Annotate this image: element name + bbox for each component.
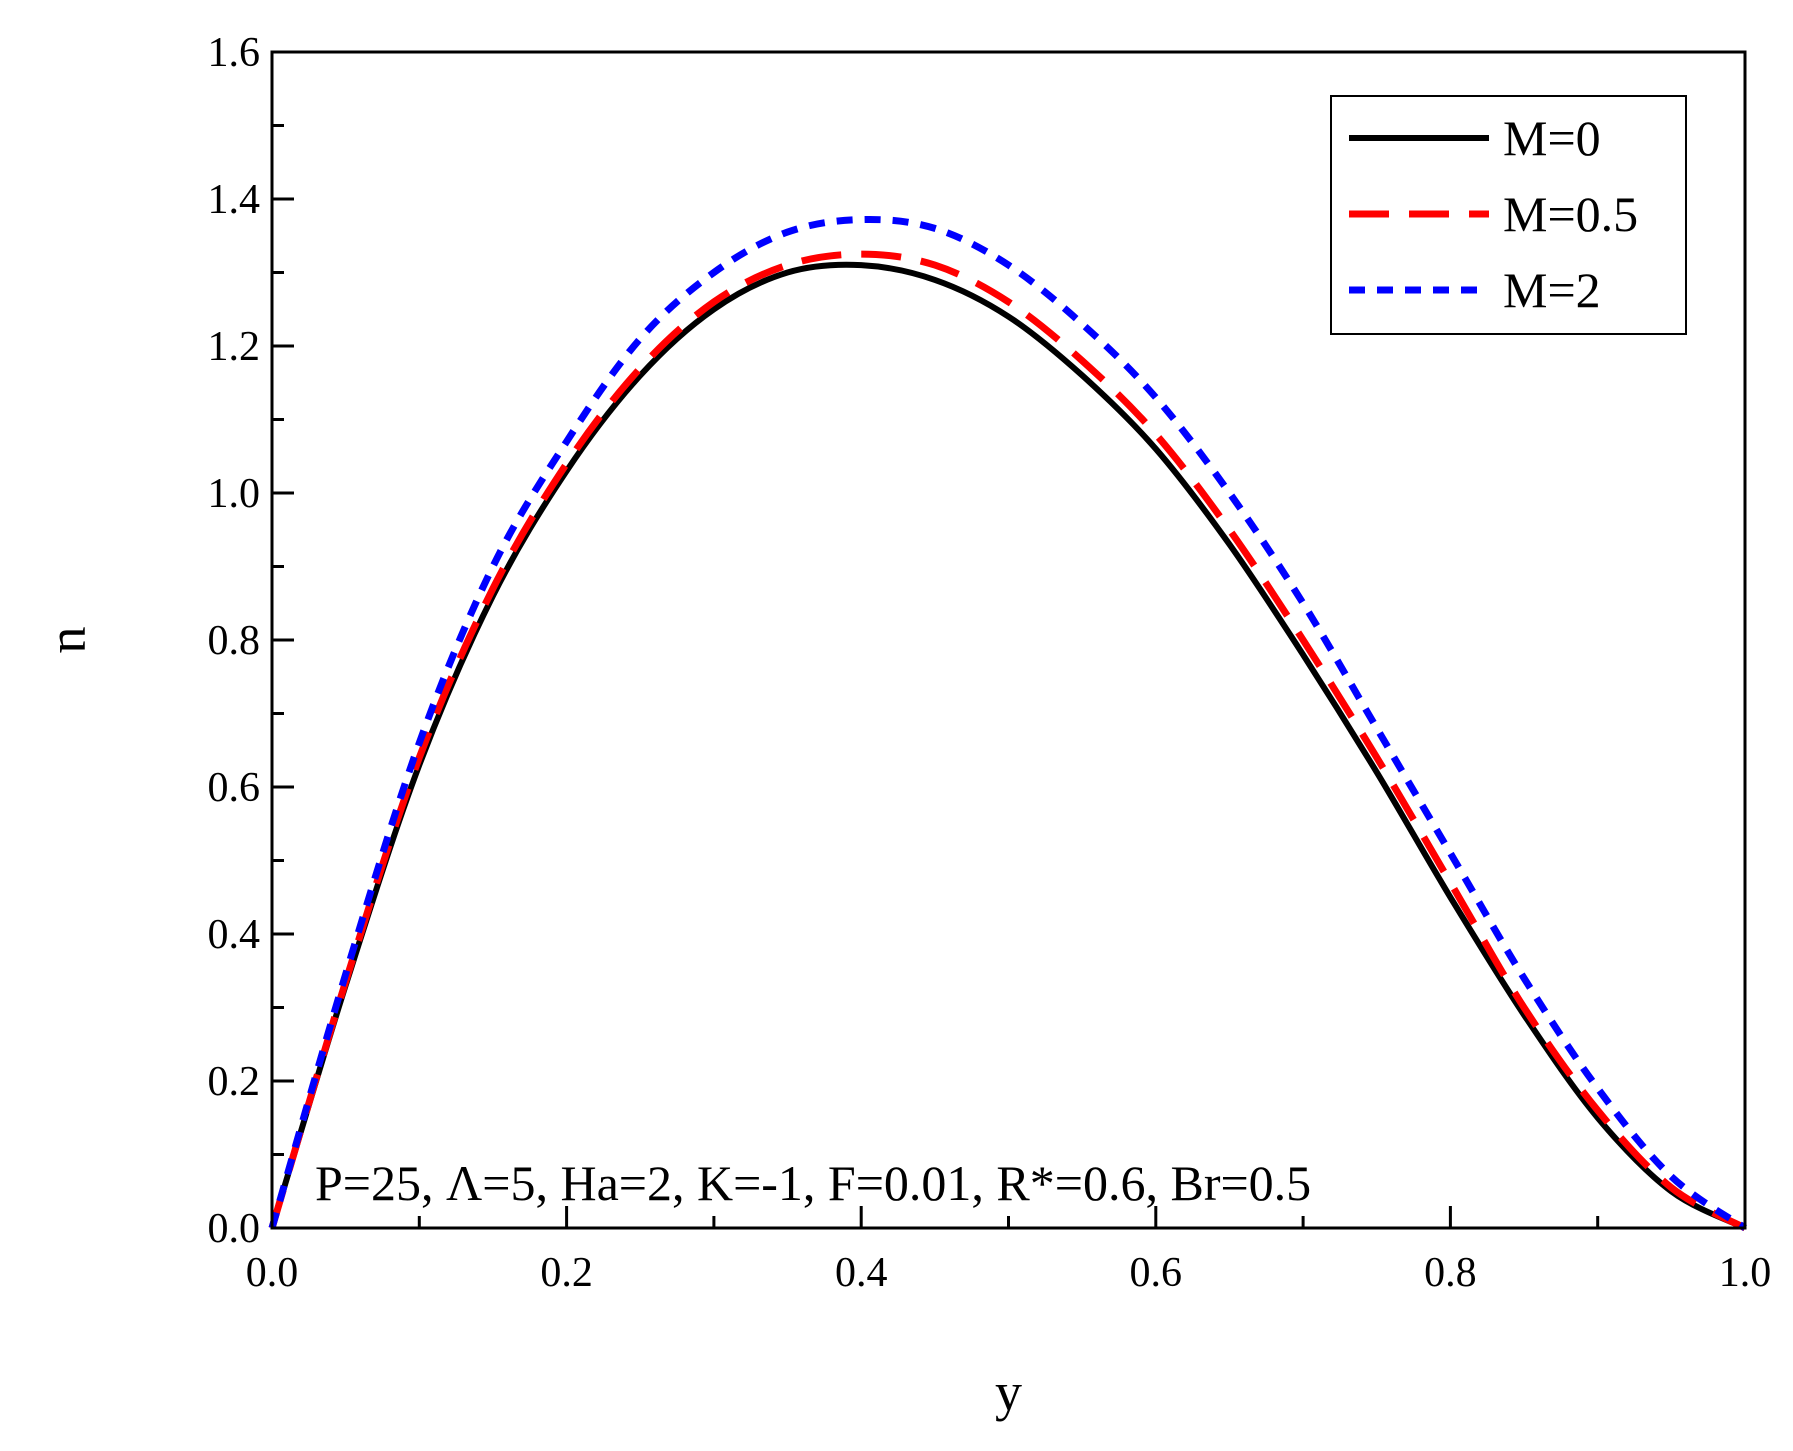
series-line-m-2 (268, 215, 1748, 1231)
y-tick-label: 0.2 (208, 1059, 261, 1105)
y-tick-label: 0.6 (208, 765, 261, 811)
x-tick-label: 0.0 (246, 1250, 299, 1296)
y-tick-label: 0.8 (208, 618, 261, 664)
y-tick-label: 1.2 (208, 324, 261, 370)
y-tick-label: 0.4 (208, 912, 261, 958)
ticks-layer: 0.0 0.2 0.4 0.6 0.8 1.0 0.0 0.2 0.4 0.6 0.8 1.0 1.2 1… (208, 30, 1772, 1296)
x-tick-label: 0.2 (540, 1250, 593, 1296)
series-layer (268, 215, 1748, 1232)
y-tick-label: 1.4 (208, 177, 261, 223)
legend-label: M=0 (1503, 110, 1601, 166)
x-tick-label: 0.4 (835, 1250, 888, 1296)
y-tick-label: 1.0 (208, 471, 261, 517)
y-tick-label: 0.0 (208, 1206, 261, 1252)
legend: M=0 M=0.5 M=2 (1330, 95, 1687, 335)
legend-label: M=2 (1503, 262, 1601, 318)
y-axis-label: u (48, 627, 108, 654)
x-axis-label: y (995, 1362, 1022, 1422)
legend-label: M=0.5 (1503, 186, 1638, 242)
series-line-m-0-5 (268, 250, 1747, 1232)
parameter-annotation: P=25, Λ=5, Ha=2, K=-1, F=0.01, R*=0.6, B… (315, 1155, 1311, 1211)
y-tick-label: 1.6 (208, 30, 261, 76)
x-tick-label: 1.0 (1719, 1250, 1772, 1296)
x-tick-label: 0.8 (1424, 1250, 1477, 1296)
x-tick-label: 0.6 (1130, 1250, 1183, 1296)
